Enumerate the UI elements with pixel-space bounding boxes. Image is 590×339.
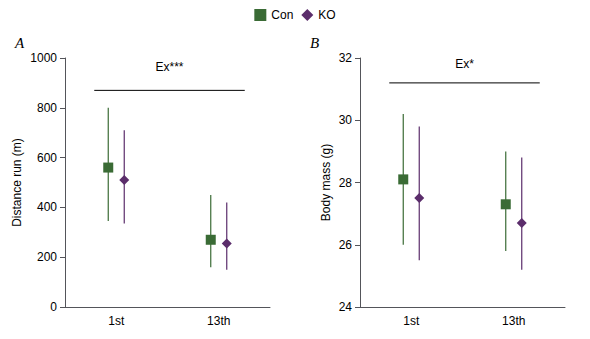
svg-text:1st: 1st — [403, 314, 420, 328]
svg-text:200: 200 — [37, 250, 57, 264]
svg-text:A: A — [14, 35, 25, 51]
svg-text:26: 26 — [339, 238, 353, 252]
svg-text:400: 400 — [37, 200, 57, 214]
svg-text:Distance run (m): Distance run (m) — [10, 138, 24, 227]
svg-text:600: 600 — [37, 151, 57, 165]
svg-text:KO: KO — [318, 8, 335, 22]
svg-text:30: 30 — [339, 113, 353, 127]
svg-text:800: 800 — [37, 101, 57, 115]
svg-text:B: B — [310, 35, 319, 51]
svg-text:Con: Con — [271, 8, 293, 22]
svg-text:24: 24 — [339, 300, 353, 314]
svg-text:32: 32 — [339, 51, 353, 65]
svg-text:Ex***: Ex*** — [155, 60, 183, 74]
svg-text:1st: 1st — [108, 314, 125, 328]
svg-text:1000: 1000 — [30, 51, 57, 65]
svg-text:13th: 13th — [502, 314, 525, 328]
svg-text:13th: 13th — [207, 314, 230, 328]
svg-text:Body mass (g): Body mass (g) — [319, 144, 333, 221]
svg-text:Ex*: Ex* — [455, 57, 474, 71]
svg-text:28: 28 — [339, 176, 353, 190]
svg-text:0: 0 — [50, 300, 57, 314]
